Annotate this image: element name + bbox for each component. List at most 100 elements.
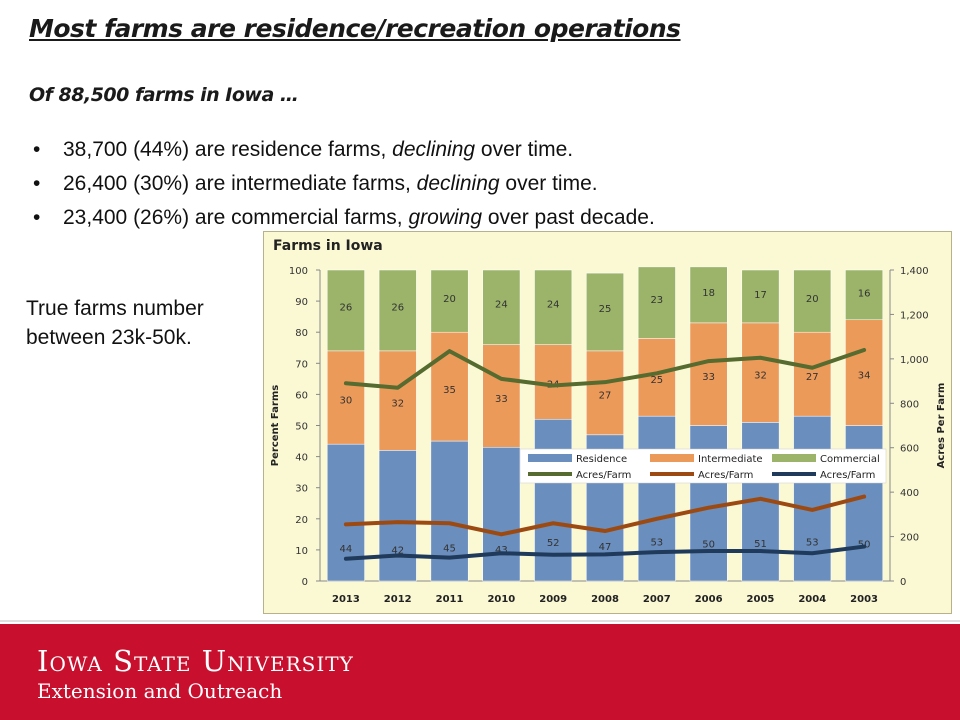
bar-label-residence: 47 [599,542,612,553]
bullet-intermediate: • 26,400 (30%) are intermediate farms, de… [33,172,598,195]
chart-container: Farms in Iowa 0 10 20 30 40 50 60 70 80 90 100 0 200… [263,231,952,614]
bar-label-residence: 53 [806,537,819,548]
bullet-list: • 38,700 (44%) are residence farms, decli… [33,138,655,240]
legend-swatch-residence [528,454,572,462]
bar-label-residence: 52 [547,538,560,549]
legend-label-line-2: Acres/Farm [698,470,753,481]
y-tick-label-left: 60 [295,390,308,401]
y-tick-label-right: 1,000 [900,355,929,366]
line-acres-per-farm-3 [343,544,867,561]
bar-commercial [793,269,832,333]
bar-label-intermediate: 32 [754,371,767,382]
x-tick-label: 2008 [591,594,619,605]
bar-label-residence: 42 [391,546,404,557]
bar-label-residence: 43 [495,545,508,556]
bar-label-intermediate: 30 [340,395,353,406]
bar-label-commercial: 23 [650,295,663,306]
bullet-commercial: • 23,400 (26%) are commercial farms, grow… [33,206,655,229]
y-tick-label-left: 100 [289,266,308,277]
y-tick-label-left: 80 [295,328,308,339]
bar-label-intermediate: 35 [443,385,456,396]
y-tick-label-left: 40 [295,453,308,464]
x-tick-label: 2010 [487,594,515,605]
y-tick-label-right: 1,400 [900,266,929,277]
slide-subtitle: Of 88,500 farms in Iowa … [29,84,299,106]
y-tick-label-right: 200 [900,533,919,544]
y-tick-label-right: 600 [900,444,919,455]
legend-label-residence: Residence [576,454,627,465]
bar-commercial [534,269,573,345]
y-tick-label-left: 10 [295,546,308,557]
x-tick-label: 2013 [332,594,360,605]
legend-swatch-commercial [772,454,816,462]
bar-label-commercial: 24 [547,300,560,311]
bar-label-commercial: 16 [858,288,871,299]
line-acres-per-farm-2 [343,494,867,537]
bar-residence [430,440,469,582]
bar-intermediate [586,350,624,436]
bar-label-commercial: 20 [806,294,819,305]
x-tick-label: 2004 [798,594,826,605]
bar-intermediate [378,350,417,451]
y-tick-label-left: 70 [295,359,308,370]
y-tick-label-right: 400 [900,488,919,499]
bullet-dot-icon: • [33,138,41,161]
side-note-line-1: True farms number [26,297,204,320]
bar-commercial [586,272,624,352]
bar-label-intermediate: 27 [806,372,819,383]
legend-box [519,448,887,484]
bar-label-intermediate: 33 [495,394,508,405]
bullet-residence: • 38,700 (44%) are residence farms, decli… [33,138,574,161]
y-tick-label-left: 20 [295,515,308,526]
bar-label-residence: 51 [754,539,767,550]
footer-divider [0,620,960,622]
bar-label-residence: 53 [650,537,663,548]
bar-label-intermediate: 32 [391,399,404,410]
bar-residence [378,450,417,582]
bar-intermediate [327,350,365,445]
legend-label-line-3: Acres/Farm [820,470,875,481]
x-tick-label: 2007 [643,594,671,605]
bar-intermediate [689,322,728,426]
bar-commercial [689,266,728,324]
bullet-dot-icon: • [33,172,41,195]
bar-label-commercial: 18 [702,288,715,299]
bar-label-commercial: 20 [443,294,456,305]
bar-label-intermediate: 34 [858,371,871,382]
bar-residence [482,447,521,582]
x-tick-label: 2011 [436,594,464,605]
side-note-line-2: between 23k-50k. [26,326,192,349]
slide-title: Most farms are residence/recreation oper… [29,14,681,43]
side-note: True farms number between 23k-50k. [26,294,204,352]
bar-commercial [482,269,521,345]
y-tick-label-left: 50 [295,422,308,433]
bar-residence [793,415,832,582]
y-tick-label-right: 1,200 [900,310,929,321]
bar-label-residence: 50 [702,540,715,551]
x-tick-label: 2003 [850,594,878,605]
x-tick-label: 2005 [747,594,775,605]
y-axis-title-right: Acres Per Farm [936,383,947,469]
bar-intermediate [482,344,521,448]
bar-label-intermediate: 33 [702,372,715,383]
y-tick-label-right: 800 [900,399,919,410]
legend-label-commercial: Commercial [820,454,880,465]
farms-chart: 0 10 20 30 40 50 60 70 80 90 100 0 200 400 600 800 1,000… [270,266,947,605]
bar-commercial [637,266,676,339]
chart-title: Farms in Iowa [273,238,383,254]
legend-label-line-1: Acres/Farm [576,470,631,481]
bar-intermediate [741,322,780,423]
bar-label-commercial: 17 [754,290,767,301]
legend-label-intermediate: Intermediate [698,454,763,465]
legend-swatch-intermediate [650,454,694,462]
y-axis-title-left: Percent Farms [270,385,281,466]
extension-wordmark: Extension and Outreach [37,679,283,703]
university-wordmark: Iowa State University [37,644,354,678]
bar-label-intermediate: 27 [599,391,612,402]
x-tick-label: 2006 [695,594,723,605]
y-tick-label-right: 0 [900,577,906,588]
bar-label-commercial: 26 [340,302,353,313]
bar-commercial [378,269,417,352]
x-tick-label: 2012 [384,594,412,605]
bar-commercial [430,269,469,333]
